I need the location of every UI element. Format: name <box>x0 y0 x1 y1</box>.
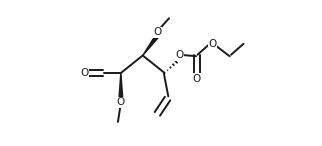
Text: O: O <box>209 39 217 49</box>
Polygon shape <box>143 35 159 55</box>
Text: O: O <box>153 27 161 37</box>
Polygon shape <box>119 73 123 99</box>
Text: O: O <box>117 97 125 107</box>
Text: O: O <box>193 74 201 84</box>
Text: O: O <box>80 68 89 78</box>
Text: O: O <box>175 51 183 60</box>
